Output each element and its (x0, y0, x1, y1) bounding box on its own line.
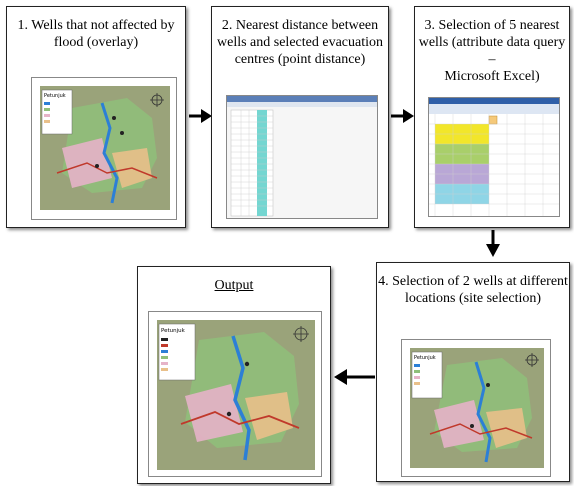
arrow-step2-to-step3 (391, 108, 415, 124)
step-box-1: 1. Wells that not affected by flood (ove… (6, 6, 186, 228)
output-map-thumbnail: Petunjuk (148, 311, 322, 477)
map-image: Petunjuk (40, 86, 170, 210)
arrow-step4-to-output (333, 368, 375, 386)
arrow-step1-to-step2 (189, 108, 213, 124)
svg-text:Petunjuk: Petunjuk (44, 93, 66, 99)
attribute-table-image (227, 96, 377, 218)
step-1-title-line-1: 1. Wells that not affected by (17, 18, 175, 33)
step-box-2: 2. Nearest distance between wells and se… (211, 6, 389, 228)
step-box-3: 3. Selection of 5 nearest wells (attribu… (414, 6, 570, 228)
step-3-title-line-3: Microsoft Excel) (444, 69, 540, 84)
step-2-title-line-3: centres (point distance) (234, 52, 366, 67)
step-2-table-thumbnail (226, 95, 378, 219)
step-2-title-line-2: wells and selected evacuation (217, 35, 383, 50)
map-image: Petunjuk (410, 348, 544, 468)
step-4-title: 4. Selection of 2 wells at different loc… (377, 273, 569, 307)
step-3-excel-thumbnail (428, 97, 560, 217)
step-3-title-line-2: wells (attribute data query – (418, 35, 566, 67)
step-4-title-line-1: 4. Selection of 2 wells at different (378, 274, 568, 289)
step-2-title-line-1: 2. Nearest distance between (221, 18, 379, 33)
step-4-title-line-2: locations (site selection) (404, 291, 542, 306)
output-box: Output Petunjuk (137, 266, 331, 484)
svg-text:Petunjuk: Petunjuk (414, 355, 436, 361)
step-3-title: 3. Selection of 5 nearest wells (attribu… (415, 17, 569, 85)
step-3-title-line-1: 3. Selection of 5 nearest (424, 18, 560, 33)
step-box-4: 4. Selection of 2 wells at different loc… (376, 262, 570, 482)
step-4-map-thumbnail: Petunjuk (401, 339, 551, 477)
map-image: Petunjuk (157, 320, 315, 470)
output-title-text: Output (214, 278, 254, 293)
step-1-map-thumbnail: Petunjuk (31, 77, 177, 220)
excel-sheet-image (429, 98, 559, 216)
svg-text:Petunjuk: Petunjuk (161, 328, 186, 334)
step-1-title-line-2: flood (overlay) (53, 35, 139, 50)
step-1-title: 1. Wells that not affected by flood (ove… (7, 17, 185, 51)
output-title: Output (138, 277, 330, 294)
arrow-step3-to-step4 (485, 230, 501, 258)
step-2-title: 2. Nearest distance between wells and se… (212, 17, 388, 68)
